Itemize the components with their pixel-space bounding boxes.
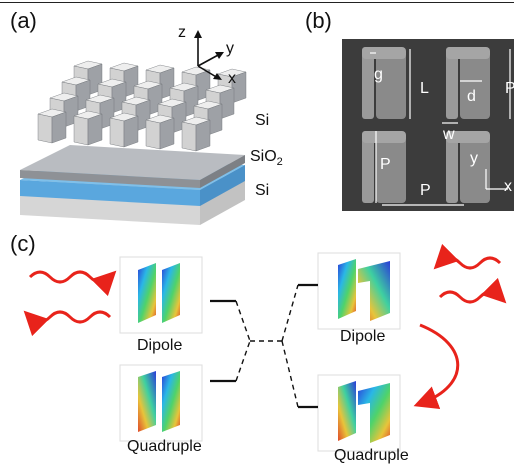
axis-x-label: x: [228, 70, 236, 87]
mode-left-dipole-label: Dipole: [137, 337, 183, 354]
resonator-block: [109, 117, 125, 148]
layer-si-bottom-label: Si: [255, 182, 270, 199]
dim-P-side-label: P: [505, 80, 514, 97]
resonator-block: [37, 113, 53, 144]
top-border: [0, 2, 514, 3]
resonator-block: [51, 111, 67, 144]
resonator-block: [181, 121, 197, 152]
resonator-block: [159, 117, 175, 150]
mode-left-quadruple-label: Quadruple: [127, 438, 202, 455]
panel-c-label: (c): [10, 231, 36, 256]
sem-image: [342, 39, 514, 211]
layer-sio2-label: SiO2: [250, 148, 283, 169]
dim-g-label: g: [374, 66, 383, 83]
dim-P-left-label: P: [380, 156, 391, 173]
energy-diagram: [23, 243, 507, 452]
panel-a-label: (a): [10, 8, 37, 33]
resonator-block: [123, 115, 139, 148]
dim-L-label: L: [420, 80, 429, 97]
resonator-block: [145, 119, 161, 150]
sem-axis-x-label: x: [504, 178, 512, 195]
mode-right-quadruple-label: Quadruple: [334, 447, 409, 464]
axis-y-label: y: [226, 40, 234, 57]
layer-si-top-label: Si: [255, 112, 270, 129]
resonator-block: [87, 113, 103, 146]
axis-z-label: z: [178, 24, 186, 41]
metasurface-3d-render: [20, 60, 247, 225]
panel-b-label: (b): [305, 8, 332, 33]
axes-3d-icon: [194, 30, 224, 80]
dim-P-bottom-label: P: [420, 182, 431, 199]
dim-w-label: w: [443, 126, 455, 143]
mode-right-dipole-label: Dipole: [340, 328, 386, 345]
sem-axis-y-label: y: [470, 150, 478, 167]
dim-d-label: d: [467, 88, 476, 105]
resonator-block: [195, 119, 211, 152]
resonator-block: [73, 115, 89, 146]
